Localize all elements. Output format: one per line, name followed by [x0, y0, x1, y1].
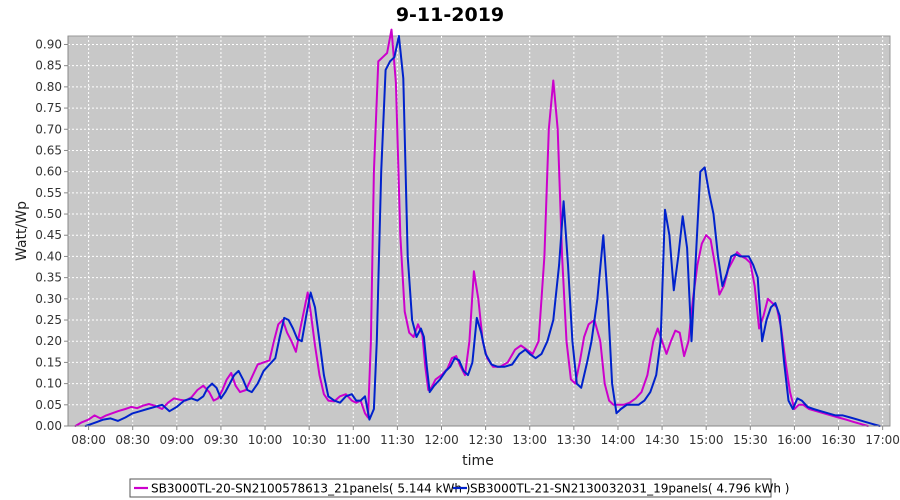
- y-tick-label: 0.35: [35, 271, 62, 285]
- x-axis-title: time: [462, 453, 494, 469]
- y-tick-label: 0.00: [35, 419, 62, 433]
- x-tick-label: 15:00: [689, 433, 724, 447]
- y-tick-label: 0.55: [35, 186, 62, 200]
- legend-box: [129, 478, 772, 498]
- x-tick-label: 08:30: [115, 433, 150, 447]
- legend: SB3000TL-20-SN2100578613_21panels( 5.144…: [129, 478, 789, 498]
- x-tick-label: 12:00: [424, 433, 459, 447]
- y-tick-label: 0.20: [35, 334, 62, 348]
- axes: 0.00 0.05 0.10 0.15 0.20 0.25 0.30 0.35 0.40 0.45…: [35, 36, 900, 447]
- y-tick-label: 0.70: [35, 122, 62, 136]
- y-tick-label: 0.60: [35, 165, 62, 179]
- y-tick-label: 0.85: [35, 59, 62, 73]
- y-tick-label: 0.50: [35, 207, 62, 221]
- y-tick-label: 0.10: [35, 377, 62, 391]
- grid-lines: [68, 36, 890, 426]
- y-tick-label: 0.80: [35, 80, 62, 94]
- x-tick-label: 16:30: [821, 433, 856, 447]
- x-tick-label: 17:00: [865, 433, 900, 447]
- series-line-2: [84, 35, 881, 427]
- x-tick-label: 13:30: [557, 433, 592, 447]
- y-tick-label: 0.75: [35, 101, 62, 115]
- y-tick-label: 0.05: [35, 398, 62, 412]
- x-tick-label: 15:30: [733, 433, 768, 447]
- x-tick-label: 13:00: [512, 433, 547, 447]
- x-tick-label: 08:00: [71, 433, 106, 447]
- x-tick-label: 09:00: [160, 433, 195, 447]
- series-layer: [74, 28, 881, 427]
- x-tick-label: 11:30: [380, 433, 415, 447]
- y-tick-label: 0.15: [35, 355, 62, 369]
- x-tick-label: 14:30: [645, 433, 680, 447]
- x-tick-label: 16:00: [777, 433, 812, 447]
- y-tick-label: 0.65: [35, 143, 62, 157]
- x-tick-label: 12:30: [468, 433, 503, 447]
- x-tick-label: 10:00: [248, 433, 283, 447]
- y-tick-label: 0.40: [35, 249, 62, 263]
- x-tick-label: 09:30: [204, 433, 239, 447]
- x-tick-label: 11:00: [336, 433, 371, 447]
- y-tick-label: 0.90: [35, 37, 62, 51]
- plot-area: [67, 35, 891, 427]
- x-tick-label: 10:30: [292, 433, 327, 447]
- y-axis-title: Watt/Wp: [14, 201, 30, 261]
- legend-label-series-1: SB3000TL-20-SN2100578613_21panels( 5.144…: [151, 482, 470, 496]
- y-tick-label: 0.45: [35, 228, 62, 242]
- chart-title: 9-11-2019: [396, 4, 504, 26]
- x-tick-label: 14:00: [601, 433, 636, 447]
- y-tick-label: 0.25: [35, 313, 62, 327]
- y-tick-label: 0.30: [35, 292, 62, 306]
- legend-label-series-2: SB3000TL-21-SN2130032031_19panels( 4.796…: [470, 482, 789, 496]
